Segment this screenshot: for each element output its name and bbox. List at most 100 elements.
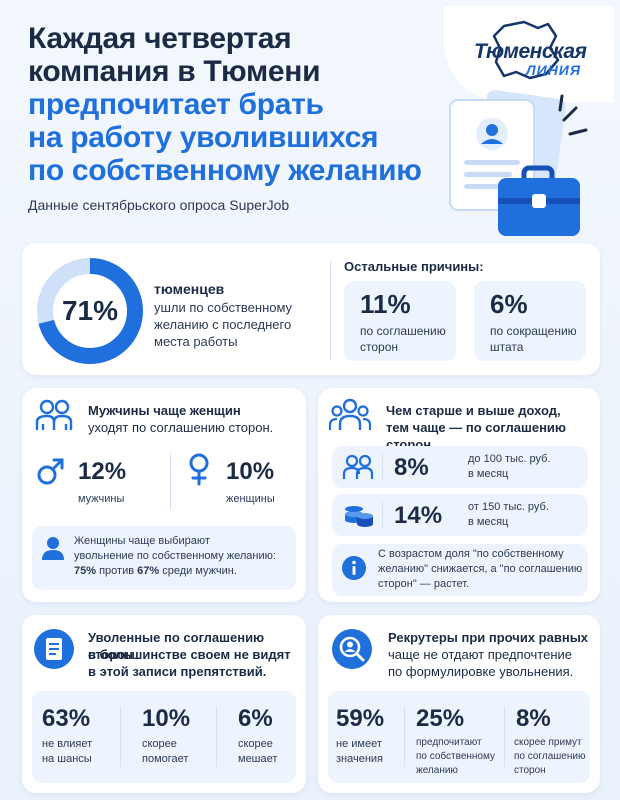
summary-text: ушли по собственному желанию с последнег… [154, 300, 293, 349]
reason-label: по сокращению штата [490, 324, 577, 354]
group-icon [328, 398, 372, 430]
note-line: 75% против 67% среди мужчин. [74, 564, 237, 579]
stat-value: 10% [142, 705, 191, 732]
gender-heading-bold: Мужчины [88, 403, 150, 418]
gender-card: Мужчины чаще женщин уходят по соглашению… [22, 388, 306, 602]
recruiters-stats: 59% не имеет значения 25% предпочитают п… [328, 691, 590, 783]
reason-layoff: 6% по сокращению штата [474, 281, 586, 361]
other-reasons-title: Остальные причины: [344, 259, 484, 274]
summary-heading: тюменцев [154, 281, 225, 297]
note-line: увольнение по собственному желанию: [74, 550, 276, 562]
region-map-icon [492, 20, 560, 80]
income-label: до 100 тыс. руб. [468, 453, 551, 465]
reason-value: 6% [490, 289, 528, 319]
gender-note: Женщины чаще выбирают увольнение по собс… [32, 526, 296, 590]
recruiters-heading: Рекрутеры при прочих равных [388, 630, 589, 645]
stat-label: по собственному [416, 751, 495, 762]
obstacles-card: Уволенные по соглашению сторон в большин… [22, 615, 306, 793]
stat-label: скорее примут [514, 737, 582, 748]
stat-value: 8% [516, 705, 551, 732]
stat-label: желанию [416, 765, 458, 776]
male-value: 12% [78, 458, 127, 485]
reason-agreement: 11% по соглашению сторон [344, 281, 456, 361]
income-label: в месяц [468, 516, 509, 528]
info-icon [342, 556, 366, 580]
coins-icon [345, 506, 373, 527]
title-accent-line: на работу уволившихся [28, 121, 379, 154]
stat-label: не влияет [42, 738, 93, 750]
income-row: 14% от 150 тыс. руб. в месяц [332, 494, 588, 536]
logo-text: Тюменская [474, 40, 587, 63]
income-value: 14% [394, 502, 443, 529]
resume-briefcase-icon [449, 90, 588, 236]
obstacles-heading: в этой записи препятствий. [88, 664, 267, 679]
income-label: от 150 тыс. руб. [468, 501, 549, 513]
person-icon [42, 537, 64, 560]
stat-value: 63% [42, 705, 91, 732]
female-value: 10% [226, 458, 275, 485]
gender-heading: Мужчины чаще женщин [88, 402, 241, 419]
income-row: 8% до 100 тыс. руб. в месяц [332, 446, 588, 488]
stat-label: не имеет [336, 738, 382, 750]
stat-label: сторон [514, 765, 546, 776]
reason-value: 11% [360, 289, 411, 319]
female-icon [189, 453, 209, 486]
title-accent-line: по собственному желанию [28, 154, 422, 187]
users-icon [342, 454, 374, 479]
divider [382, 454, 383, 480]
recruiters-heading: по формулировке увольнения. [388, 664, 574, 679]
divider [504, 707, 505, 767]
obstacles-stats: 63% не влияет на шансы 10% скорее помога… [32, 691, 296, 783]
page-title: Каждая четвертая компания в Тюмени предп… [28, 22, 448, 187]
document-icon [34, 629, 74, 669]
title-line: Каждая четвертая [28, 22, 292, 55]
stat-label: на шансы [42, 753, 92, 765]
title-line: компания в Тюмени [28, 55, 321, 88]
stat-label: мешает [238, 753, 278, 765]
note-line: желанию" снижается, а "по соглашению [378, 563, 583, 575]
gender-heading-rest: чаще женщин [149, 403, 241, 418]
logo-subtext: ЛИНИЯ [526, 62, 582, 78]
obstacles-heading: Уволенные по соглашению сторон [88, 630, 265, 662]
divider [120, 707, 121, 767]
stat-value: 6% [238, 705, 273, 732]
stat-label: по соглашению [514, 751, 586, 762]
summary-value: 71% [61, 295, 119, 326]
divider [170, 454, 171, 510]
title-accent-line: предпочитает брать [28, 88, 324, 121]
divider [216, 707, 217, 767]
reason-label: по соглашению сторон [360, 324, 446, 354]
stat-label: скорее [142, 738, 177, 750]
income-label: в месяц [468, 468, 509, 480]
donut-arc [37, 258, 143, 364]
male-icon [37, 458, 64, 485]
note-bold: 67% [137, 565, 160, 577]
donut-chart [37, 258, 143, 364]
note-line: С возрастом доля "по собственному [378, 548, 564, 560]
divider [404, 707, 405, 767]
summary-card: 71% тюменцев ушли по собственному желани… [22, 243, 600, 375]
stat-label: предпочитают [416, 737, 482, 748]
logo: Тюменская ЛИНИЯ [444, 6, 614, 102]
note-line: Женщины чаще выбирают [74, 535, 210, 547]
recruiters-card: Рекрутеры при прочих равных чаще не отда… [318, 615, 600, 793]
note-text: среди мужчин. [159, 565, 237, 577]
people-icon [35, 399, 73, 430]
stat-label: значения [336, 753, 384, 765]
age-heading: Чем старше и выше доход, [386, 403, 561, 418]
stat-label: скорее [238, 738, 273, 750]
obstacles-heading: в большинстве своем не видят [88, 647, 291, 662]
male-label: мужчины [78, 493, 125, 505]
divider [382, 502, 383, 528]
note-line: сторон" — растет. [378, 578, 470, 590]
page-subtitle: Данные сентябрьского опроса SuperJob [28, 197, 290, 213]
stat-value: 25% [416, 705, 465, 732]
recruiters-heading: чаще не отдают предпочтение [388, 647, 572, 662]
female-label: женщины [226, 493, 275, 505]
note-text: против [96, 565, 138, 577]
stat-value: 59% [336, 705, 385, 732]
divider [330, 261, 331, 361]
income-value: 8% [394, 454, 429, 481]
note-bold: 75% [74, 565, 97, 577]
search-person-icon [332, 629, 372, 669]
